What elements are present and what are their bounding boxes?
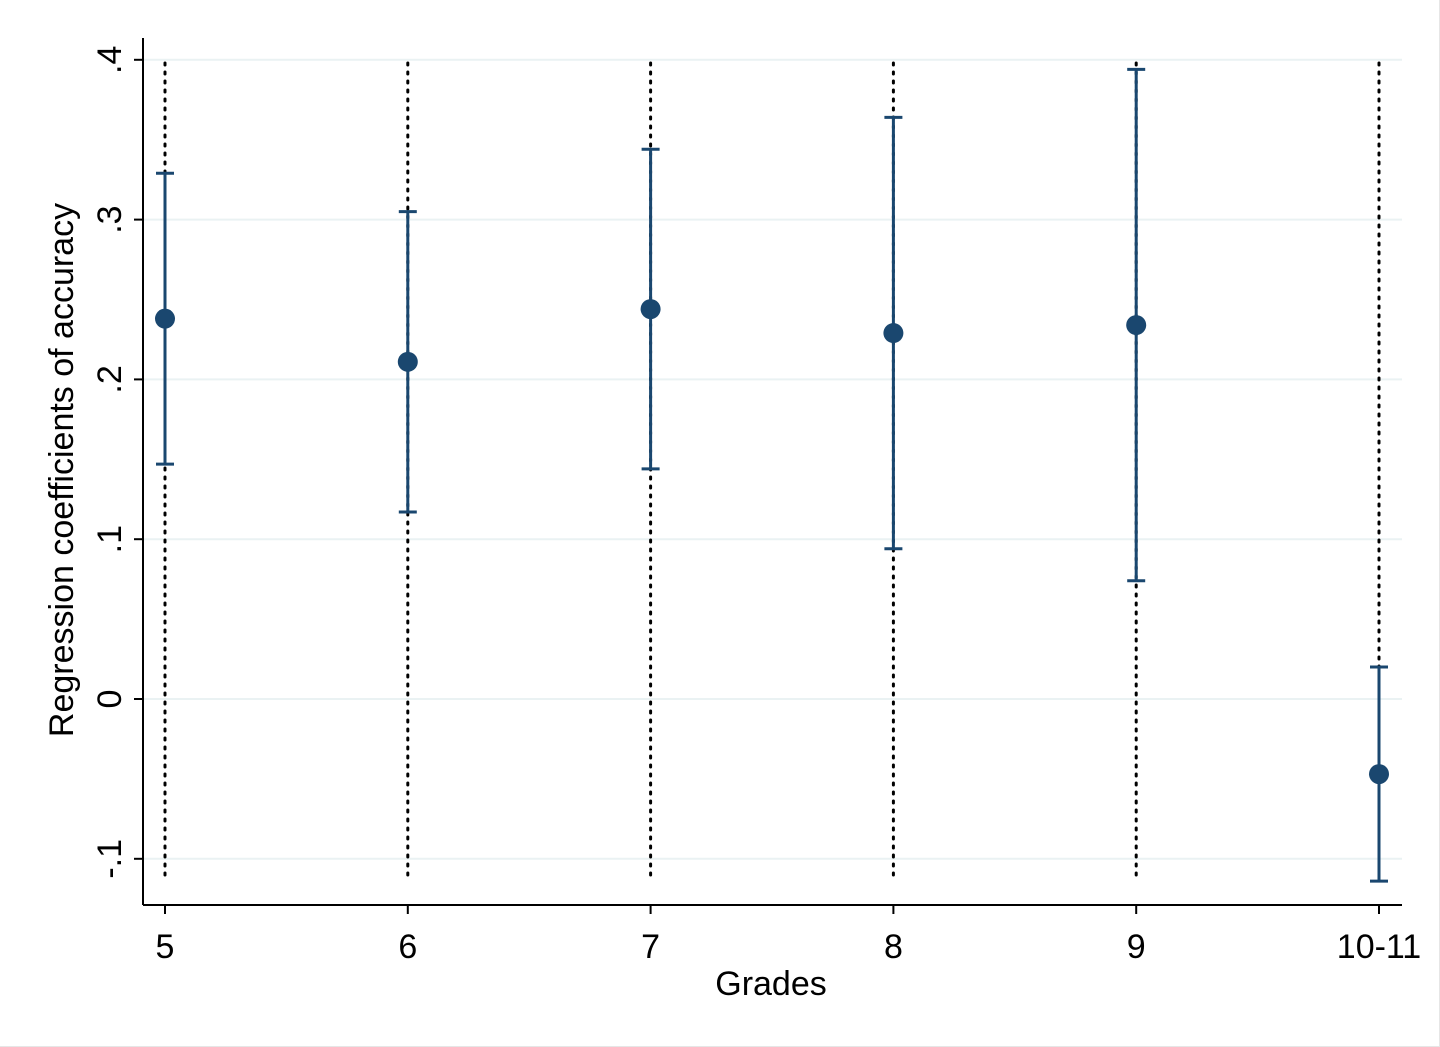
x-tick-label: 9 — [1127, 928, 1146, 966]
gridlines — [144, 58, 1402, 860]
x-tick-label: 10-11 — [1337, 928, 1421, 966]
y-tick-label: .3 — [91, 205, 129, 233]
confidence-intervals — [156, 67, 1388, 883]
point-estimate — [883, 323, 904, 344]
y-tick-label: 0 — [91, 690, 129, 709]
reference-lines — [163, 61, 1381, 882]
x-tick-label: 5 — [156, 928, 175, 966]
point-estimate — [640, 299, 661, 320]
x-tick-label: 8 — [884, 928, 903, 966]
point-estimates — [155, 299, 1389, 785]
y-tick-label: -.1 — [91, 839, 129, 879]
y-tick-label: .4 — [91, 46, 129, 74]
y-tick-label: .2 — [91, 365, 129, 393]
x-tick-label: 6 — [398, 928, 417, 966]
x-ticks: 5 6 7 8 9 10-11 — [156, 905, 1421, 966]
point-estimate — [1369, 764, 1389, 785]
x-tick-label: 7 — [641, 928, 660, 966]
point-estimate — [155, 308, 175, 329]
y-axis-title: Regression coefficients of accuracy — [43, 203, 81, 737]
x-axis-title: Grades — [715, 965, 827, 1003]
y-tick-label: .1 — [91, 525, 129, 553]
point-estimate — [397, 351, 418, 372]
y-ticks: -.1 0 .1 .2 .3 .4 — [91, 46, 143, 879]
axes — [142, 38, 1402, 906]
point-estimate — [1126, 315, 1147, 336]
